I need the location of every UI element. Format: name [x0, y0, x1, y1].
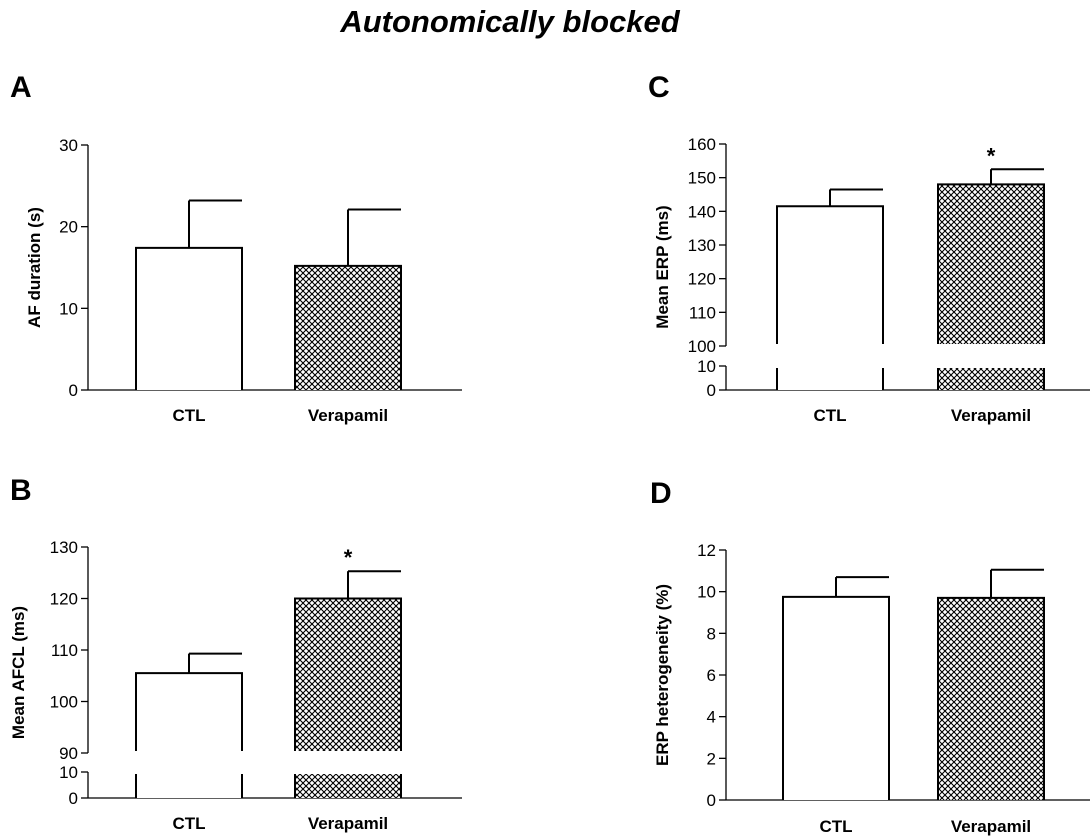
panel-a: A AF duration (s) 0 10 20 30 CTL Verapamil: [10, 71, 462, 425]
y-tick-label: 0: [707, 381, 716, 400]
bar-ctl: [775, 188, 885, 390]
y-axis-label: ERP heterogeneity (%): [653, 584, 672, 766]
bar-verapamil: [294, 208, 402, 390]
y-tick-label: 90: [59, 744, 78, 763]
y-tick-label: 100: [50, 693, 78, 712]
bar-fill: [136, 673, 242, 798]
y-tick-label: 160: [688, 135, 716, 154]
bar-outline: [294, 264, 402, 390]
y-tick-label: 130: [688, 236, 716, 255]
axis-break-gap: [775, 344, 885, 368]
significance-marker: *: [987, 143, 996, 168]
bar-ctl: [134, 652, 244, 798]
y-tick-label: 0: [707, 791, 716, 810]
y-tick-label: 20: [59, 218, 78, 237]
x-category-label: Verapamil: [308, 406, 388, 425]
x-category-label: CTL: [172, 406, 205, 425]
y-tick-label: 10: [59, 763, 78, 782]
y-tick-label: 130: [50, 538, 78, 557]
y-tick-label: 0: [69, 789, 78, 808]
y-axis-label: AF duration (s): [25, 207, 44, 328]
bar-fill: [136, 247, 242, 390]
x-category-label: Verapamil: [951, 406, 1031, 425]
axis-break-gap: [134, 751, 244, 774]
y-tick-label: 10: [697, 583, 716, 602]
bar-ctl: [135, 199, 243, 390]
y-tick-label: 30: [59, 136, 78, 155]
y-tick-label: 8: [707, 624, 716, 643]
x-category-label: CTL: [819, 817, 852, 836]
x-category-label: CTL: [813, 406, 846, 425]
bar-fill: [783, 596, 889, 800]
y-tick-label: 100: [688, 337, 716, 356]
x-category-label: CTL: [172, 814, 205, 833]
y-axis-label: Mean AFCL (ms): [9, 606, 28, 739]
y-tick-label: 0: [69, 381, 78, 400]
panel-d: D ERP heterogeneity (%) 0 2 4 6 8 10 12 CTL Verapa…: [650, 477, 1090, 836]
axis-break-gap: [936, 344, 1046, 368]
y-tick-label: 120: [688, 270, 716, 289]
y-tick-label: 140: [688, 202, 716, 221]
bar-fill: [295, 265, 401, 390]
panel-label: B: [10, 474, 32, 507]
y-tick-label: 110: [689, 303, 716, 322]
panel-label: A: [10, 71, 32, 104]
y-tick-label: 10: [59, 299, 78, 318]
y-tick-label: 6: [707, 666, 716, 685]
panel-label: D: [650, 477, 672, 510]
bar-fill: [938, 597, 1044, 800]
axis-break-gap: [293, 751, 403, 774]
bar-ctl: [782, 576, 890, 800]
y-tick-label: 2: [707, 749, 716, 768]
x-category-label: Verapamil: [308, 814, 388, 833]
y-axis-label: Mean ERP (ms): [653, 205, 672, 328]
y-tick-label: 12: [697, 541, 716, 560]
x-category-label: Verapamil: [951, 817, 1031, 836]
y-tick-label: 150: [688, 169, 716, 188]
y-tick-label: 120: [50, 590, 78, 609]
y-tick-label: 10: [697, 357, 716, 376]
bar-verapamil: *: [293, 545, 403, 798]
panel-label: C: [648, 71, 670, 104]
y-tick-label: 4: [707, 708, 716, 727]
figure-title: Autonomically blocked: [339, 4, 680, 39]
bar-verapamil: [937, 568, 1045, 800]
significance-marker: *: [344, 545, 353, 570]
bar-outline: [937, 596, 1045, 800]
bar-verapamil: *: [936, 143, 1046, 390]
y-tick-label: 110: [51, 641, 78, 660]
